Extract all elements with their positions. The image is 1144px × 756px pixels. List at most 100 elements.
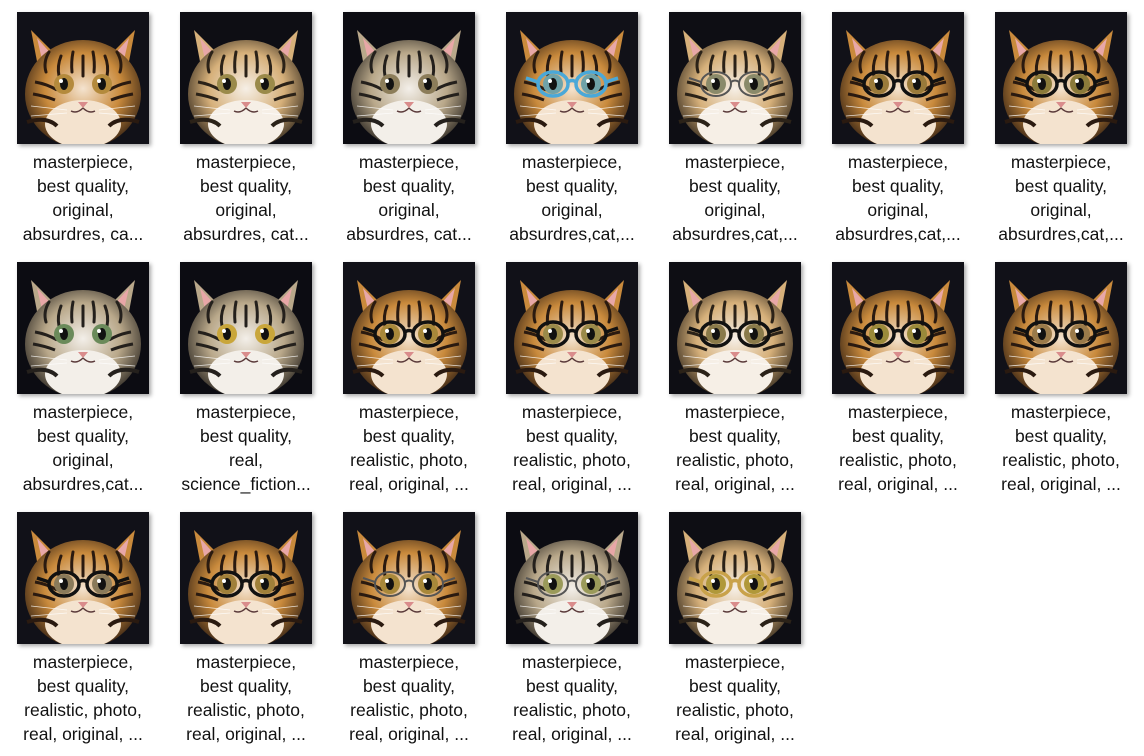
file-item[interactable]: masterpiece, best quality, realistic, phot… xyxy=(489,500,652,745)
file-item[interactable]: masterpiece, best quality, real, science_fi… xyxy=(163,250,326,495)
cat-thumbnail-image[interactable] xyxy=(832,262,964,394)
cat-thumbnail-image[interactable] xyxy=(669,512,801,644)
file-name-label: masterpiece, best quality, original, absurd… xyxy=(326,150,492,246)
file-name-line: masterpiece, xyxy=(521,152,623,172)
file-name-line: masterpiece, xyxy=(847,402,949,422)
file-item[interactable]: masterpiece, best quality, original, absurd… xyxy=(978,0,1141,245)
file-name-line: best quality, xyxy=(1014,426,1108,446)
file-item[interactable]: masterpiece, best quality, realistic, phot… xyxy=(326,250,489,495)
file-name-line: masterpiece, xyxy=(684,652,786,672)
file-name-line: realistic, photo, xyxy=(1002,450,1120,470)
file-item[interactable]: masterpiece, best quality, original, absurd… xyxy=(815,0,978,245)
cat-thumbnail-image[interactable] xyxy=(506,12,638,144)
file-name-line: best quality, xyxy=(36,676,130,696)
file-item[interactable]: masterpiece, best quality, realistic, phot… xyxy=(978,250,1141,495)
file-name-line: masterpiece, xyxy=(847,152,949,172)
file-name-line: masterpiece, xyxy=(358,152,460,172)
file-name-label: masterpiece, best quality, realistic, phot… xyxy=(815,400,981,496)
file-name-line: best quality, xyxy=(525,176,619,196)
cat-thumbnail-image[interactable] xyxy=(343,262,475,394)
file-name-line: realistic, photo, xyxy=(350,450,468,470)
file-name-label: masterpiece, best quality, realistic, phot… xyxy=(326,650,492,746)
file-name-line: best quality, xyxy=(1014,176,1108,196)
file-item[interactable]: masterpiece, best quality, realistic, phot… xyxy=(163,500,326,745)
file-name-line: realistic, photo, xyxy=(513,450,631,470)
cat-thumbnail-image[interactable] xyxy=(669,262,801,394)
file-name-line: masterpiece, xyxy=(521,652,623,672)
glasses-icon xyxy=(525,571,619,597)
cat-thumbnail-image[interactable] xyxy=(17,512,149,644)
file-name-line: absurdres, ca... xyxy=(22,224,144,244)
file-name-line: masterpiece, xyxy=(1010,152,1112,172)
glasses-icon xyxy=(688,71,782,97)
file-name-line: masterpiece, xyxy=(358,402,460,422)
file-name-line: absurdres, cat... xyxy=(183,224,309,244)
file-name-line: real, original, ... xyxy=(349,724,469,744)
file-item[interactable]: masterpiece, best quality, realistic, phot… xyxy=(652,250,815,495)
glasses-icon xyxy=(688,320,782,348)
file-name-line: original, xyxy=(52,450,114,470)
file-name-line: real, original, ... xyxy=(512,474,632,494)
file-item[interactable]: masterpiece, best quality, original, absurd… xyxy=(326,0,489,245)
cat-thumbnail-image[interactable] xyxy=(832,12,964,144)
cat-thumbnail-image[interactable] xyxy=(180,262,312,394)
file-name-line: best quality, xyxy=(199,676,293,696)
cat-thumbnail-image[interactable] xyxy=(180,12,312,144)
file-item[interactable]: masterpiece, best quality, realistic, phot… xyxy=(489,250,652,495)
file-name-line: real, original, ... xyxy=(1001,474,1121,494)
file-name-line: realistic, photo, xyxy=(839,450,957,470)
file-name-line: original, xyxy=(215,200,277,220)
file-name-line: real, original, ... xyxy=(675,474,795,494)
file-name-line: original, xyxy=(378,200,440,220)
file-name-line: masterpiece, xyxy=(521,402,623,422)
cat-thumbnail-image[interactable] xyxy=(506,262,638,394)
file-item[interactable]: masterpiece, best quality, realistic, phot… xyxy=(326,500,489,745)
cat-thumbnail-image[interactable] xyxy=(995,12,1127,144)
cat-thumbnail-image[interactable] xyxy=(995,262,1127,394)
glasses-icon xyxy=(688,570,782,598)
file-name-line: best quality, xyxy=(36,426,130,446)
cat-thumbnail-image[interactable] xyxy=(343,512,475,644)
file-item[interactable]: masterpiece, best quality, original, absurd… xyxy=(652,0,815,245)
file-name-line: best quality, xyxy=(36,176,130,196)
glasses-icon xyxy=(199,570,293,598)
file-name-line: masterpiece, xyxy=(195,652,297,672)
file-name-line: original, xyxy=(704,200,766,220)
cat-thumbnail-image[interactable] xyxy=(506,512,638,644)
file-name-label: masterpiece, best quality, realistic, phot… xyxy=(978,400,1144,496)
file-name-line: absurdres, cat... xyxy=(346,224,472,244)
file-name-line: best quality, xyxy=(362,426,456,446)
file-name-line: original, xyxy=(52,200,114,220)
file-name-line: masterpiece, xyxy=(32,652,134,672)
file-item[interactable]: masterpiece, best quality, realistic, phot… xyxy=(0,500,163,745)
file-name-line: masterpiece, xyxy=(684,152,786,172)
file-name-line: original, xyxy=(1030,200,1092,220)
glasses-icon xyxy=(1014,70,1108,98)
file-name-line: absurdres,cat,... xyxy=(835,224,961,244)
file-name-line: masterpiece, xyxy=(32,402,134,422)
cat-thumbnail-image[interactable] xyxy=(17,262,149,394)
glasses-icon xyxy=(1014,320,1108,348)
file-item[interactable]: masterpiece, best quality, original, absurd… xyxy=(489,0,652,245)
cat-thumbnail-image[interactable] xyxy=(343,12,475,144)
cat-thumbnail-image[interactable] xyxy=(669,12,801,144)
cat-thumbnail-image[interactable] xyxy=(180,512,312,644)
file-name-label: masterpiece, best quality, original, absurd… xyxy=(163,150,329,246)
file-name-line: best quality, xyxy=(362,176,456,196)
file-name-label: masterpiece, best quality, original, absurd… xyxy=(489,150,655,246)
file-name-label: masterpiece, best quality, realistic, phot… xyxy=(652,400,818,496)
file-item[interactable]: masterpiece, best quality, original, absurd… xyxy=(0,250,163,495)
file-name-line: best quality, xyxy=(525,676,619,696)
file-item[interactable]: masterpiece, best quality, original, absurd… xyxy=(0,0,163,245)
file-name-label: masterpiece, best quality, realistic, phot… xyxy=(326,400,492,496)
file-item[interactable]: masterpiece, best quality, realistic, phot… xyxy=(815,250,978,495)
file-item[interactable]: masterpiece, best quality, original, absurd… xyxy=(163,0,326,245)
file-name-line: realistic, photo, xyxy=(513,700,631,720)
file-name-line: real, original, ... xyxy=(512,724,632,744)
file-item[interactable]: masterpiece, best quality, realistic, phot… xyxy=(652,500,815,745)
file-name-line: original, xyxy=(867,200,929,220)
file-name-line: realistic, photo, xyxy=(24,700,142,720)
file-name-line: best quality, xyxy=(688,176,782,196)
cat-thumbnail-image[interactable] xyxy=(17,12,149,144)
